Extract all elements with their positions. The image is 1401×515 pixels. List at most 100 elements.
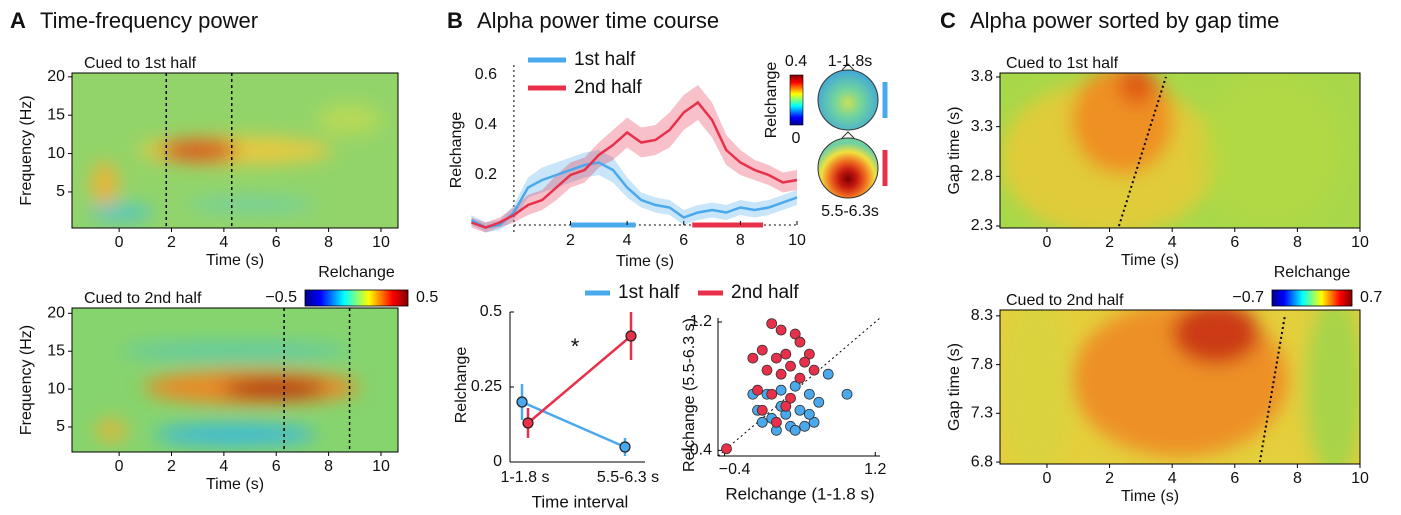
y-tick-label: 0 [493, 453, 502, 470]
x-tick-label: 2 [1105, 234, 1114, 251]
head-nose [841, 63, 855, 71]
heatmap-field [94, 341, 359, 447]
data-point [522, 417, 534, 429]
plot-border [999, 309, 1361, 465]
legend-label: 2nd half [731, 282, 799, 303]
x-tick-label: 8 [736, 232, 745, 249]
x-tick-label: 0 [115, 234, 124, 251]
inset-colorbar [789, 74, 804, 126]
subtitle: Cued to 1st half [84, 55, 197, 72]
heatmap-blob [153, 423, 317, 447]
heatmap-blob [160, 139, 239, 162]
data-point [619, 441, 631, 453]
data-point [770, 352, 782, 364]
panel-letter: A [10, 8, 26, 33]
y-axis-label: Gap time (s) [946, 343, 963, 431]
panel-title: Time-frequency power [40, 8, 258, 33]
significance: * [571, 334, 580, 359]
heatmap-blob [91, 161, 118, 208]
y-tick-label: 15 [47, 106, 65, 123]
x-tick-label: 6 [1230, 234, 1239, 251]
x-tick-label: 4 [219, 458, 228, 475]
subtitle: Cued to 1st half [1006, 55, 1119, 72]
subtitle: Cued to 2nd half [84, 290, 202, 307]
panel-title: Alpha power time course [477, 8, 719, 33]
y-axis-label: Relchange (5.5-6.3 s) [681, 318, 698, 472]
x-tick-label: 2 [167, 234, 176, 251]
heatmap [1000, 310, 1360, 464]
data-point [756, 416, 768, 428]
y-tick-label: 6.8 [971, 453, 993, 470]
colorbar-tick-label: 0.7 [1360, 289, 1382, 306]
y-axis-label: Frequency (Hz) [18, 95, 35, 205]
data-point [794, 336, 806, 348]
plot-border [71, 307, 399, 453]
data-point [752, 384, 763, 396]
data-point [775, 324, 787, 336]
y-tick-label: 10 [47, 145, 65, 162]
data-point [766, 318, 778, 330]
data-point [794, 372, 806, 384]
heatmap-field [88, 104, 382, 222]
y-tick-label: 10 [47, 380, 65, 397]
y-axis-label: Relchange [448, 112, 465, 189]
heatmap-field [1000, 310, 1360, 464]
x-tick-label: 6 [272, 234, 281, 251]
x-axis-label: Time (s) [206, 252, 264, 269]
y-axis-label: Relchange [763, 62, 780, 139]
x-tick-label: 0 [115, 458, 124, 475]
x-axis-label: Relchange (1-1.8 s) [725, 484, 874, 503]
y-tick-label: 3.8 [971, 68, 993, 85]
x-tick-label: 8 [324, 458, 333, 475]
legend-label: 2nd half [574, 77, 642, 98]
topo-label: 5.5-6.3s [821, 203, 879, 220]
y-tick-label: 7.3 [971, 405, 993, 422]
x-tick-label: 10 [372, 234, 390, 251]
heatmap [72, 73, 398, 228]
inset-colorbar-tick: 0.4 [785, 53, 807, 70]
x-tick-label: 10 [1351, 234, 1369, 251]
plot-border [999, 72, 1361, 229]
legend-label: 1st half [574, 49, 636, 70]
head-nose [841, 131, 855, 139]
heatmap-blob [1198, 73, 1342, 228]
y-tick-label: 0.4 [475, 116, 497, 133]
x-tick-label: 6 [1230, 470, 1239, 487]
heatmap-field [1000, 73, 1342, 228]
colorbar-tick-label: 0.5 [416, 289, 438, 306]
x-axis-label: Time interval [532, 492, 629, 511]
x-tick-label: 8 [1293, 470, 1302, 487]
data-point [803, 388, 815, 400]
x-tick-label: 4 [1168, 234, 1177, 251]
heatmap-blob [1306, 310, 1360, 464]
data-point [799, 420, 811, 432]
x-tick-label: 1-1.8 s [501, 469, 550, 486]
y-tick-label: 20 [47, 68, 65, 85]
x-tick-label: 4 [219, 234, 228, 251]
data-point [747, 352, 759, 364]
x-tick-label: 1.2 [864, 461, 886, 478]
heatmap-blob [1172, 310, 1260, 364]
x-tick-label: 2 [566, 232, 575, 249]
x-tick-label: 2 [167, 458, 176, 475]
y-tick-label: 15 [47, 342, 65, 359]
x-tick-label: 0 [1043, 234, 1052, 251]
x-tick-label: 4 [623, 232, 632, 249]
data-point [803, 348, 815, 360]
y-tick-label: 2.3 [971, 217, 993, 234]
heatmap-blob [186, 197, 317, 213]
data-point [766, 388, 778, 400]
colorbar-tick-label: −0.5 [265, 289, 297, 306]
x-tick-label: −0.4 [719, 461, 751, 478]
data-point [756, 404, 768, 416]
y-tick-label: 0.5 [480, 303, 502, 320]
y-tick-label: 0.25 [471, 378, 502, 395]
series-line [470, 161, 798, 229]
y-tick-label: 20 [47, 305, 65, 322]
data-point [813, 396, 825, 408]
data-point [761, 364, 773, 376]
x-tick-label: 2 [1105, 470, 1114, 487]
sort-line [1118, 76, 1167, 227]
colorbar [304, 289, 409, 307]
topo-label: 1-1.8s [828, 53, 872, 70]
